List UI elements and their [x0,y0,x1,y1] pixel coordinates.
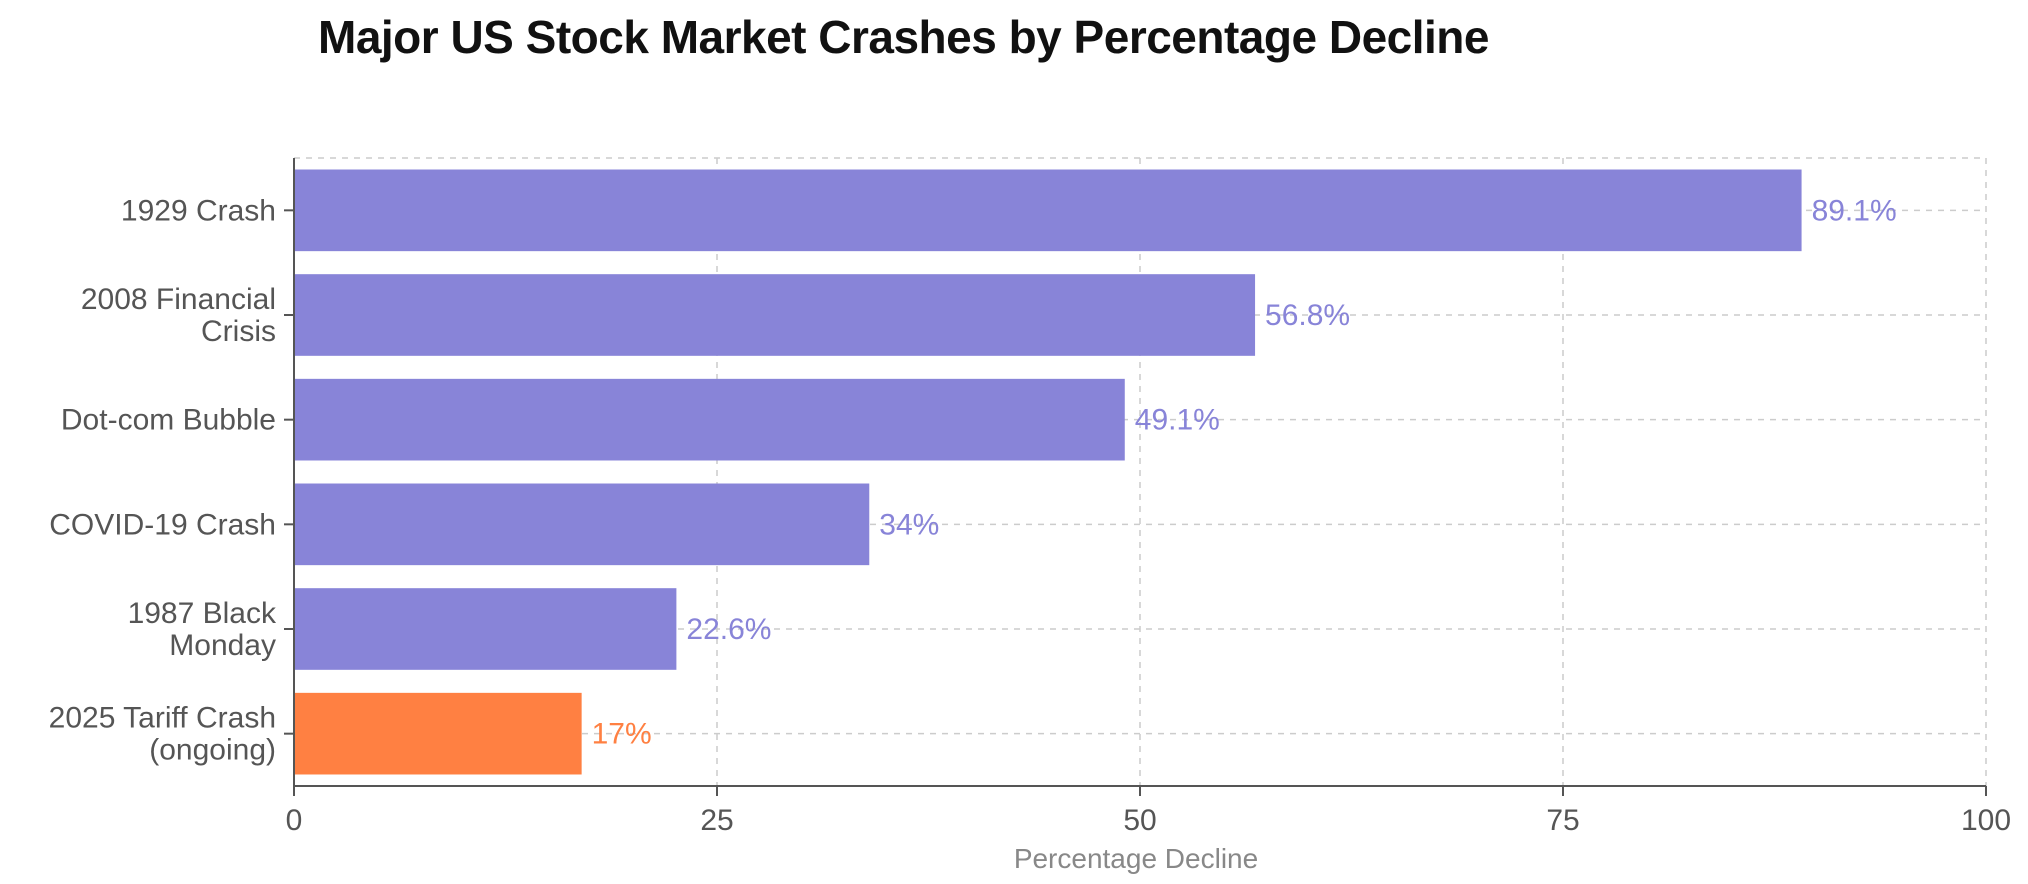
bar [294,692,582,775]
y-tick-label: COVID-19 Crash [49,508,276,541]
x-tick-label: 100 [1961,804,2011,837]
bar [294,483,870,566]
bar [294,378,1125,461]
y-tick-label: 1987 Black Monday [128,597,277,662]
y-tick-label-line: 2025 Tariff Crash [49,702,276,735]
y-tick-label-line: Monday [169,629,276,662]
labels: 89.1% 56.8% 49.1% 34% 22.6% 17% 0 25 50 75 100 1929… [49,194,2011,837]
chart-title: Major US Stock Market Crashes by Percent… [318,11,1489,63]
x-tick-label: 0 [286,804,303,837]
data-label: 22.6% [686,613,771,646]
y-tick-label-line: 2008 Financial [81,283,276,316]
y-tick-label: 1929 Crash [121,194,276,227]
data-label: 17% [592,718,652,751]
data-label: 49.1% [1135,404,1220,437]
y-tick-label: 2025 Tariff Crash (ongoing) [49,702,276,767]
y-tick-label-line: COVID-19 Crash [49,508,276,541]
y-tick-label-line: Crisis [201,315,276,348]
x-axis-title: Percentage Decline [1014,843,1258,874]
x-tick-label: 50 [1123,804,1156,837]
bar [294,274,1256,356]
y-tick-label-line: 1929 Crash [121,194,276,227]
y-tick-label-line: Dot-com Bubble [61,404,276,437]
grid-lines [294,157,1987,786]
x-tick-label: 25 [700,804,733,837]
data-label: 34% [879,508,939,541]
data-label: 89.1% [1812,194,1897,227]
y-tick-label-line: (ongoing) [149,734,276,767]
bar [294,588,677,670]
y-tick-label-line: 1987 Black [128,597,277,630]
bars [294,169,1802,775]
x-tick-label: 75 [1546,804,1579,837]
y-tick-label: 2008 Financial Crisis [81,283,276,348]
axes [284,158,1987,796]
bar [294,169,1802,252]
y-tick-label: Dot-com Bubble [61,404,276,437]
data-label: 56.8% [1265,299,1350,332]
